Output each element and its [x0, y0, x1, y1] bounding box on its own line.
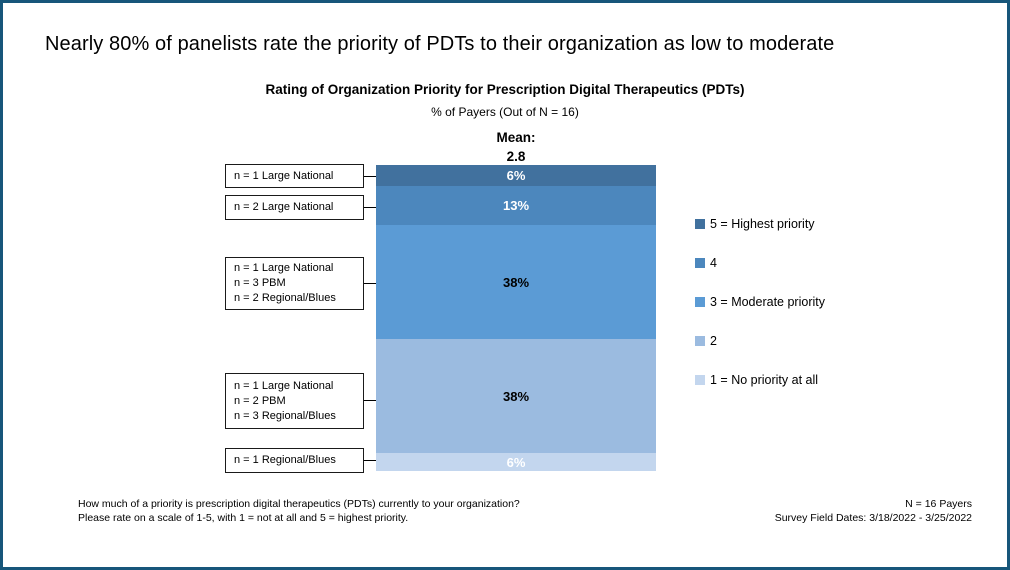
legend-item: 2: [695, 331, 825, 351]
annotation-box-rating-3: n = 1 Large National n = 3 PBM n = 2 Reg…: [225, 257, 364, 310]
annotation-line: n = 2 PBM: [234, 394, 286, 407]
legend-label: 3 = Moderate priority: [710, 295, 825, 309]
footer-question-line2: Please rate on a scale of 1-5, with 1 = …: [78, 512, 409, 524]
annotation-line: n = 2 Regional/Blues: [234, 292, 336, 304]
connector-line: [364, 176, 376, 177]
chart-subtitle: % of Payers (Out of N = 16): [431, 105, 579, 119]
mean-block: Mean: 2.8: [376, 128, 656, 166]
footer-meta-line2: Survey Field Dates: 3/18/2022 - 3/25/202…: [774, 512, 972, 524]
legend-swatch-icon: [695, 375, 705, 385]
mean-value: 2.8: [506, 149, 526, 164]
annotation-line: n = 1 Regional/Blues: [234, 454, 336, 466]
annotation-box-rating-4: n = 2 Large National: [225, 195, 364, 220]
bar-segment-value-label: 6%: [506, 454, 526, 470]
legend-item: 5 = Highest priority: [695, 214, 825, 234]
bar-segment-value-label: 38%: [502, 388, 530, 404]
annotation-box-rating-1: n = 1 Regional/Blues: [225, 448, 364, 473]
annotation-box-rating-2: n = 1 Large National n = 2 PBM n = 3 Reg…: [225, 373, 364, 429]
annotation-box-rating-5: n = 1 Large National: [225, 164, 364, 188]
legend: 5 = Highest priority 4 3 = Moderate prio…: [695, 214, 825, 409]
mean-label: Mean:: [496, 130, 536, 145]
legend-swatch-icon: [695, 219, 705, 229]
bar-segment-value-label: 6%: [506, 168, 526, 183]
headline: Nearly 80% of panelists rate the priorit…: [45, 33, 835, 55]
annotation-line: n = 1 Large National: [234, 379, 334, 392]
bar-segment-rating-2: 38%: [376, 339, 656, 453]
legend-item: 4: [695, 253, 825, 273]
annotation-line: n = 3 PBM: [234, 277, 286, 289]
legend-swatch-icon: [695, 336, 705, 346]
bar-segment-rating-3: 38%: [376, 225, 656, 339]
legend-label: 2: [710, 334, 717, 348]
legend-label: 4: [710, 256, 717, 270]
legend-swatch-icon: [695, 297, 705, 307]
chart-title: Rating of Organization Priority for Pres…: [265, 82, 745, 97]
legend-item: 1 = No priority at all: [695, 370, 825, 390]
legend-item: 3 = Moderate priority: [695, 292, 825, 312]
bar-segment-value-label: 38%: [502, 274, 530, 290]
footer-question-line1: How much of a priority is prescription d…: [78, 498, 520, 510]
legend-label: 5 = Highest priority: [710, 217, 815, 231]
bar-segment-rating-5: 6%: [376, 165, 656, 186]
footer-meta-line1: N = 16 Payers: [905, 498, 972, 510]
bar-segment-rating-1: 6%: [376, 453, 656, 471]
bar-segment-rating-4: 13%: [376, 186, 656, 225]
annotation-line: n = 1 Large National: [234, 262, 334, 274]
connector-line: [364, 283, 376, 284]
legend-swatch-icon: [695, 258, 705, 268]
footer-meta: N = 16 Payers Survey Field Dates: 3/18/2…: [775, 497, 972, 525]
legend-label: 1 = No priority at all: [710, 373, 819, 387]
bar-segment-value-label: 13%: [502, 198, 530, 213]
annotation-line: n = 3 Regional/Blues: [234, 409, 336, 422]
connector-line: [364, 207, 376, 208]
connector-line: [364, 400, 376, 401]
annotation-line: n = 1 Large National: [234, 169, 334, 182]
footer-question: How much of a priority is prescription d…: [78, 497, 520, 525]
stacked-bar: 6% 13% 38% 38% 6%: [376, 165, 656, 471]
annotation-line: n = 2 Large National: [234, 201, 334, 213]
connector-line: [364, 460, 376, 461]
